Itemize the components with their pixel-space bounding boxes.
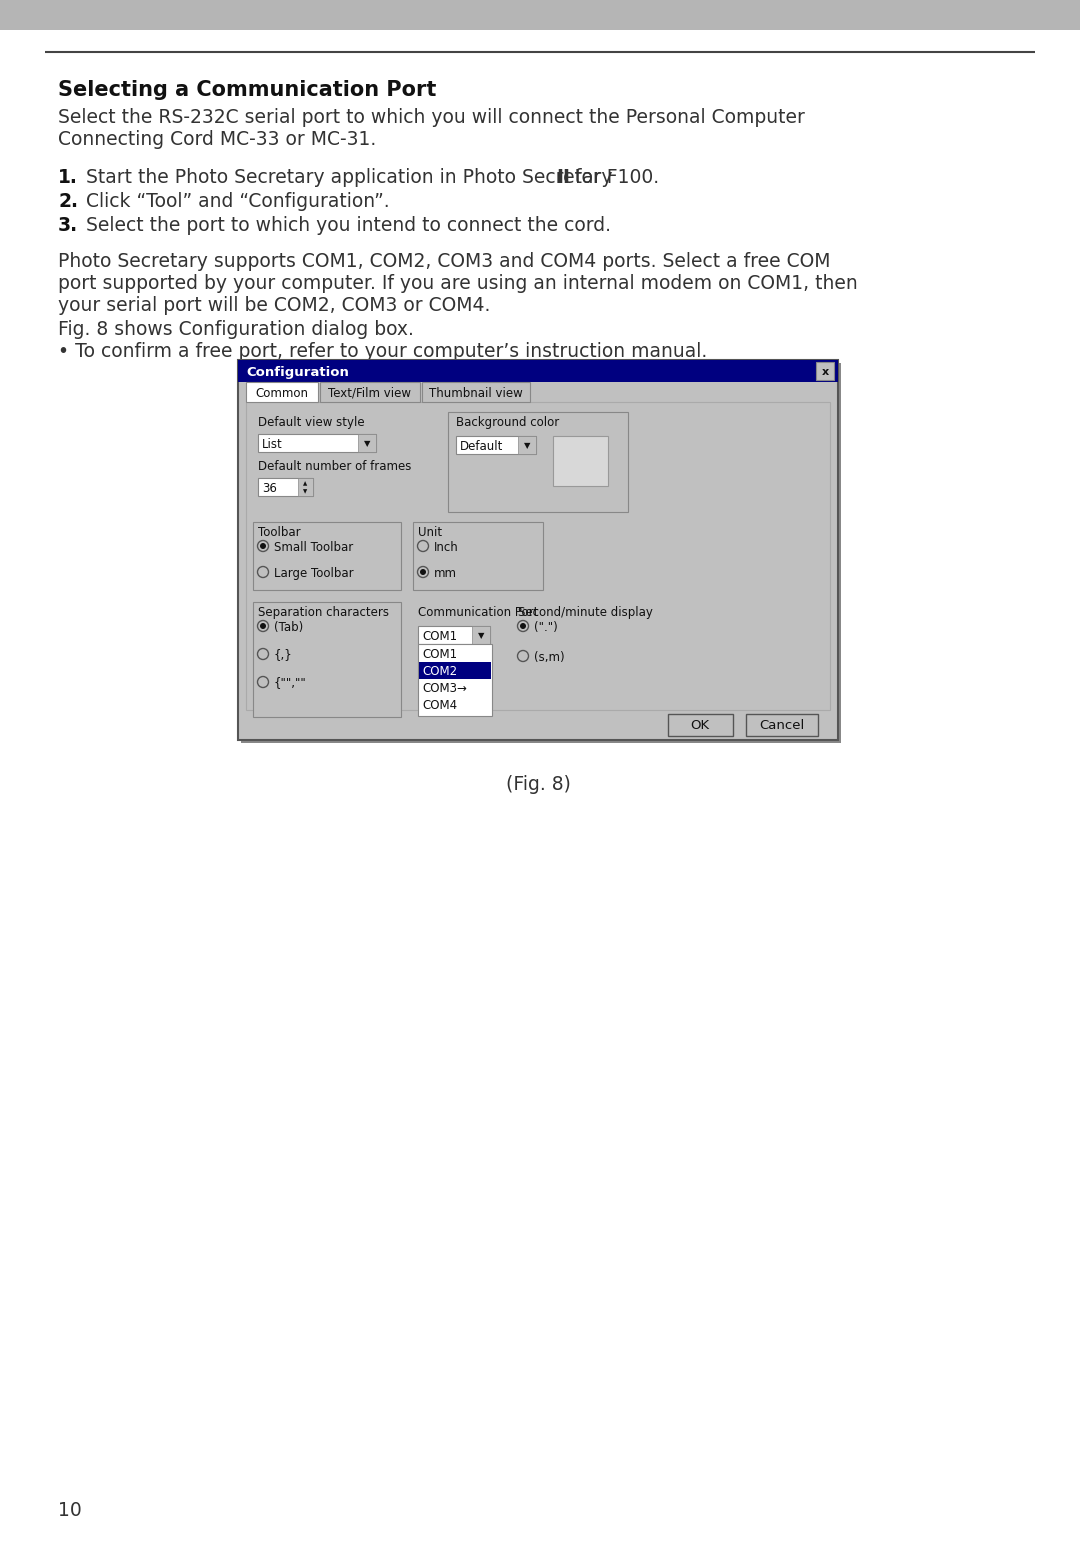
Circle shape [517, 621, 528, 632]
Circle shape [519, 622, 526, 629]
Bar [246, 383, 318, 401]
Circle shape [257, 677, 269, 688]
Text: (Fig. 8): (Fig. 8) [505, 775, 570, 794]
Text: • To confirm a free port, refer to your computer’s instruction manual.: • To confirm a free port, refer to your … [58, 342, 707, 361]
Text: x: x [822, 367, 828, 377]
Text: (s,m): (s,m) [534, 650, 565, 663]
Bar [418, 644, 492, 716]
Text: List: List [262, 437, 283, 451]
Circle shape [257, 649, 269, 660]
Bar [518, 436, 536, 454]
Text: Start the Photo Secretary application in Photo Secretary: Start the Photo Secretary application in… [86, 168, 619, 187]
Bar [746, 714, 818, 736]
Text: Click “Tool” and “Configuration”.: Click “Tool” and “Configuration”. [86, 191, 390, 212]
Text: ▲: ▲ [302, 481, 307, 487]
Bar [320, 383, 420, 401]
Text: Select the RS-232C serial port to which you will connect the Personal Computer: Select the RS-232C serial port to which … [58, 107, 805, 128]
Text: Photo Secretary supports COM1, COM2, COM3 and COM4 ports. Select a free COM: Photo Secretary supports COM1, COM2, COM… [58, 252, 831, 271]
Text: ▼: ▼ [477, 632, 484, 641]
Text: 10: 10 [58, 1502, 82, 1520]
Text: 36: 36 [262, 481, 276, 495]
Text: 2.: 2. [58, 191, 78, 212]
Bar [816, 363, 834, 380]
Text: Toolbar: Toolbar [258, 526, 300, 538]
Circle shape [257, 540, 269, 551]
Text: Large Toolbar: Large Toolbar [274, 566, 353, 579]
Text: for F100.: for F100. [569, 168, 659, 187]
Text: Inch: Inch [434, 540, 459, 554]
Circle shape [257, 621, 269, 632]
Text: OK: OK [690, 719, 710, 731]
Bar [246, 401, 831, 710]
Text: (Tab): (Tab) [274, 621, 303, 633]
Text: your serial port will be COM2, COM3 or COM4.: your serial port will be COM2, COM3 or C… [58, 296, 490, 314]
Bar [298, 478, 313, 496]
Text: COM3→: COM3→ [422, 682, 467, 694]
Bar [258, 434, 376, 451]
Text: Default view style: Default view style [258, 415, 365, 429]
Text: ("."): (".") [534, 621, 557, 633]
Text: COM1: COM1 [422, 630, 457, 643]
Text: Unit: Unit [418, 526, 442, 538]
Circle shape [517, 650, 528, 661]
Text: mm: mm [434, 566, 457, 579]
Bar [357, 434, 376, 451]
Bar [413, 521, 543, 590]
Bar [448, 412, 627, 512]
Text: 3.: 3. [58, 216, 78, 235]
Text: Background color: Background color [456, 415, 559, 429]
Text: COM4: COM4 [422, 699, 457, 711]
Text: COM2: COM2 [422, 664, 457, 677]
Text: II: II [556, 168, 570, 187]
Text: Thumbnail view: Thumbnail view [429, 386, 523, 400]
Text: Common: Common [256, 386, 309, 400]
Text: port supported by your computer. If you are using an internal modem on COM1, the: port supported by your computer. If you … [58, 274, 858, 293]
Bar [253, 602, 401, 717]
Circle shape [418, 566, 429, 577]
Text: {,}: {,} [274, 649, 293, 661]
Circle shape [420, 569, 426, 576]
Text: ▼: ▼ [302, 490, 307, 495]
Text: 1.: 1. [58, 168, 78, 187]
Text: Text/Film view: Text/Film view [328, 386, 411, 400]
Text: Default: Default [460, 439, 503, 453]
Text: Communication Port: Communication Port [418, 605, 538, 619]
Text: Cancel: Cancel [759, 719, 805, 731]
Text: Fig. 8 shows Configuration dialog box.: Fig. 8 shows Configuration dialog box. [58, 321, 414, 339]
Bar [0, 0, 1080, 30]
Bar [422, 383, 530, 401]
Text: Small Toolbar: Small Toolbar [274, 540, 353, 554]
Bar [253, 521, 401, 590]
Text: Separation characters: Separation characters [258, 605, 389, 619]
Text: Selecting a Communication Port: Selecting a Communication Port [58, 79, 436, 100]
Text: Connecting Cord MC-33 or MC-31.: Connecting Cord MC-33 or MC-31. [58, 131, 376, 149]
Text: Select the port to which you intend to connect the cord.: Select the port to which you intend to c… [86, 216, 611, 235]
Bar [419, 661, 491, 678]
Text: ▼: ▼ [364, 439, 370, 448]
Text: {"","": {"","" [274, 677, 307, 689]
Bar [472, 626, 490, 644]
Bar [241, 363, 841, 744]
Circle shape [260, 543, 266, 549]
Text: ▼: ▼ [524, 442, 530, 451]
Bar [418, 626, 490, 644]
Bar [553, 436, 608, 485]
Bar [669, 714, 733, 736]
Bar [456, 436, 536, 454]
Text: Default number of frames: Default number of frames [258, 461, 411, 473]
Text: Configuration: Configuration [246, 366, 349, 378]
Circle shape [418, 540, 429, 551]
Text: COM1: COM1 [422, 647, 457, 660]
Text: Second/minute display: Second/minute display [518, 605, 653, 619]
Circle shape [260, 622, 266, 629]
Bar [258, 478, 313, 496]
Circle shape [257, 566, 269, 577]
Bar [238, 359, 838, 741]
Bar [238, 359, 838, 383]
